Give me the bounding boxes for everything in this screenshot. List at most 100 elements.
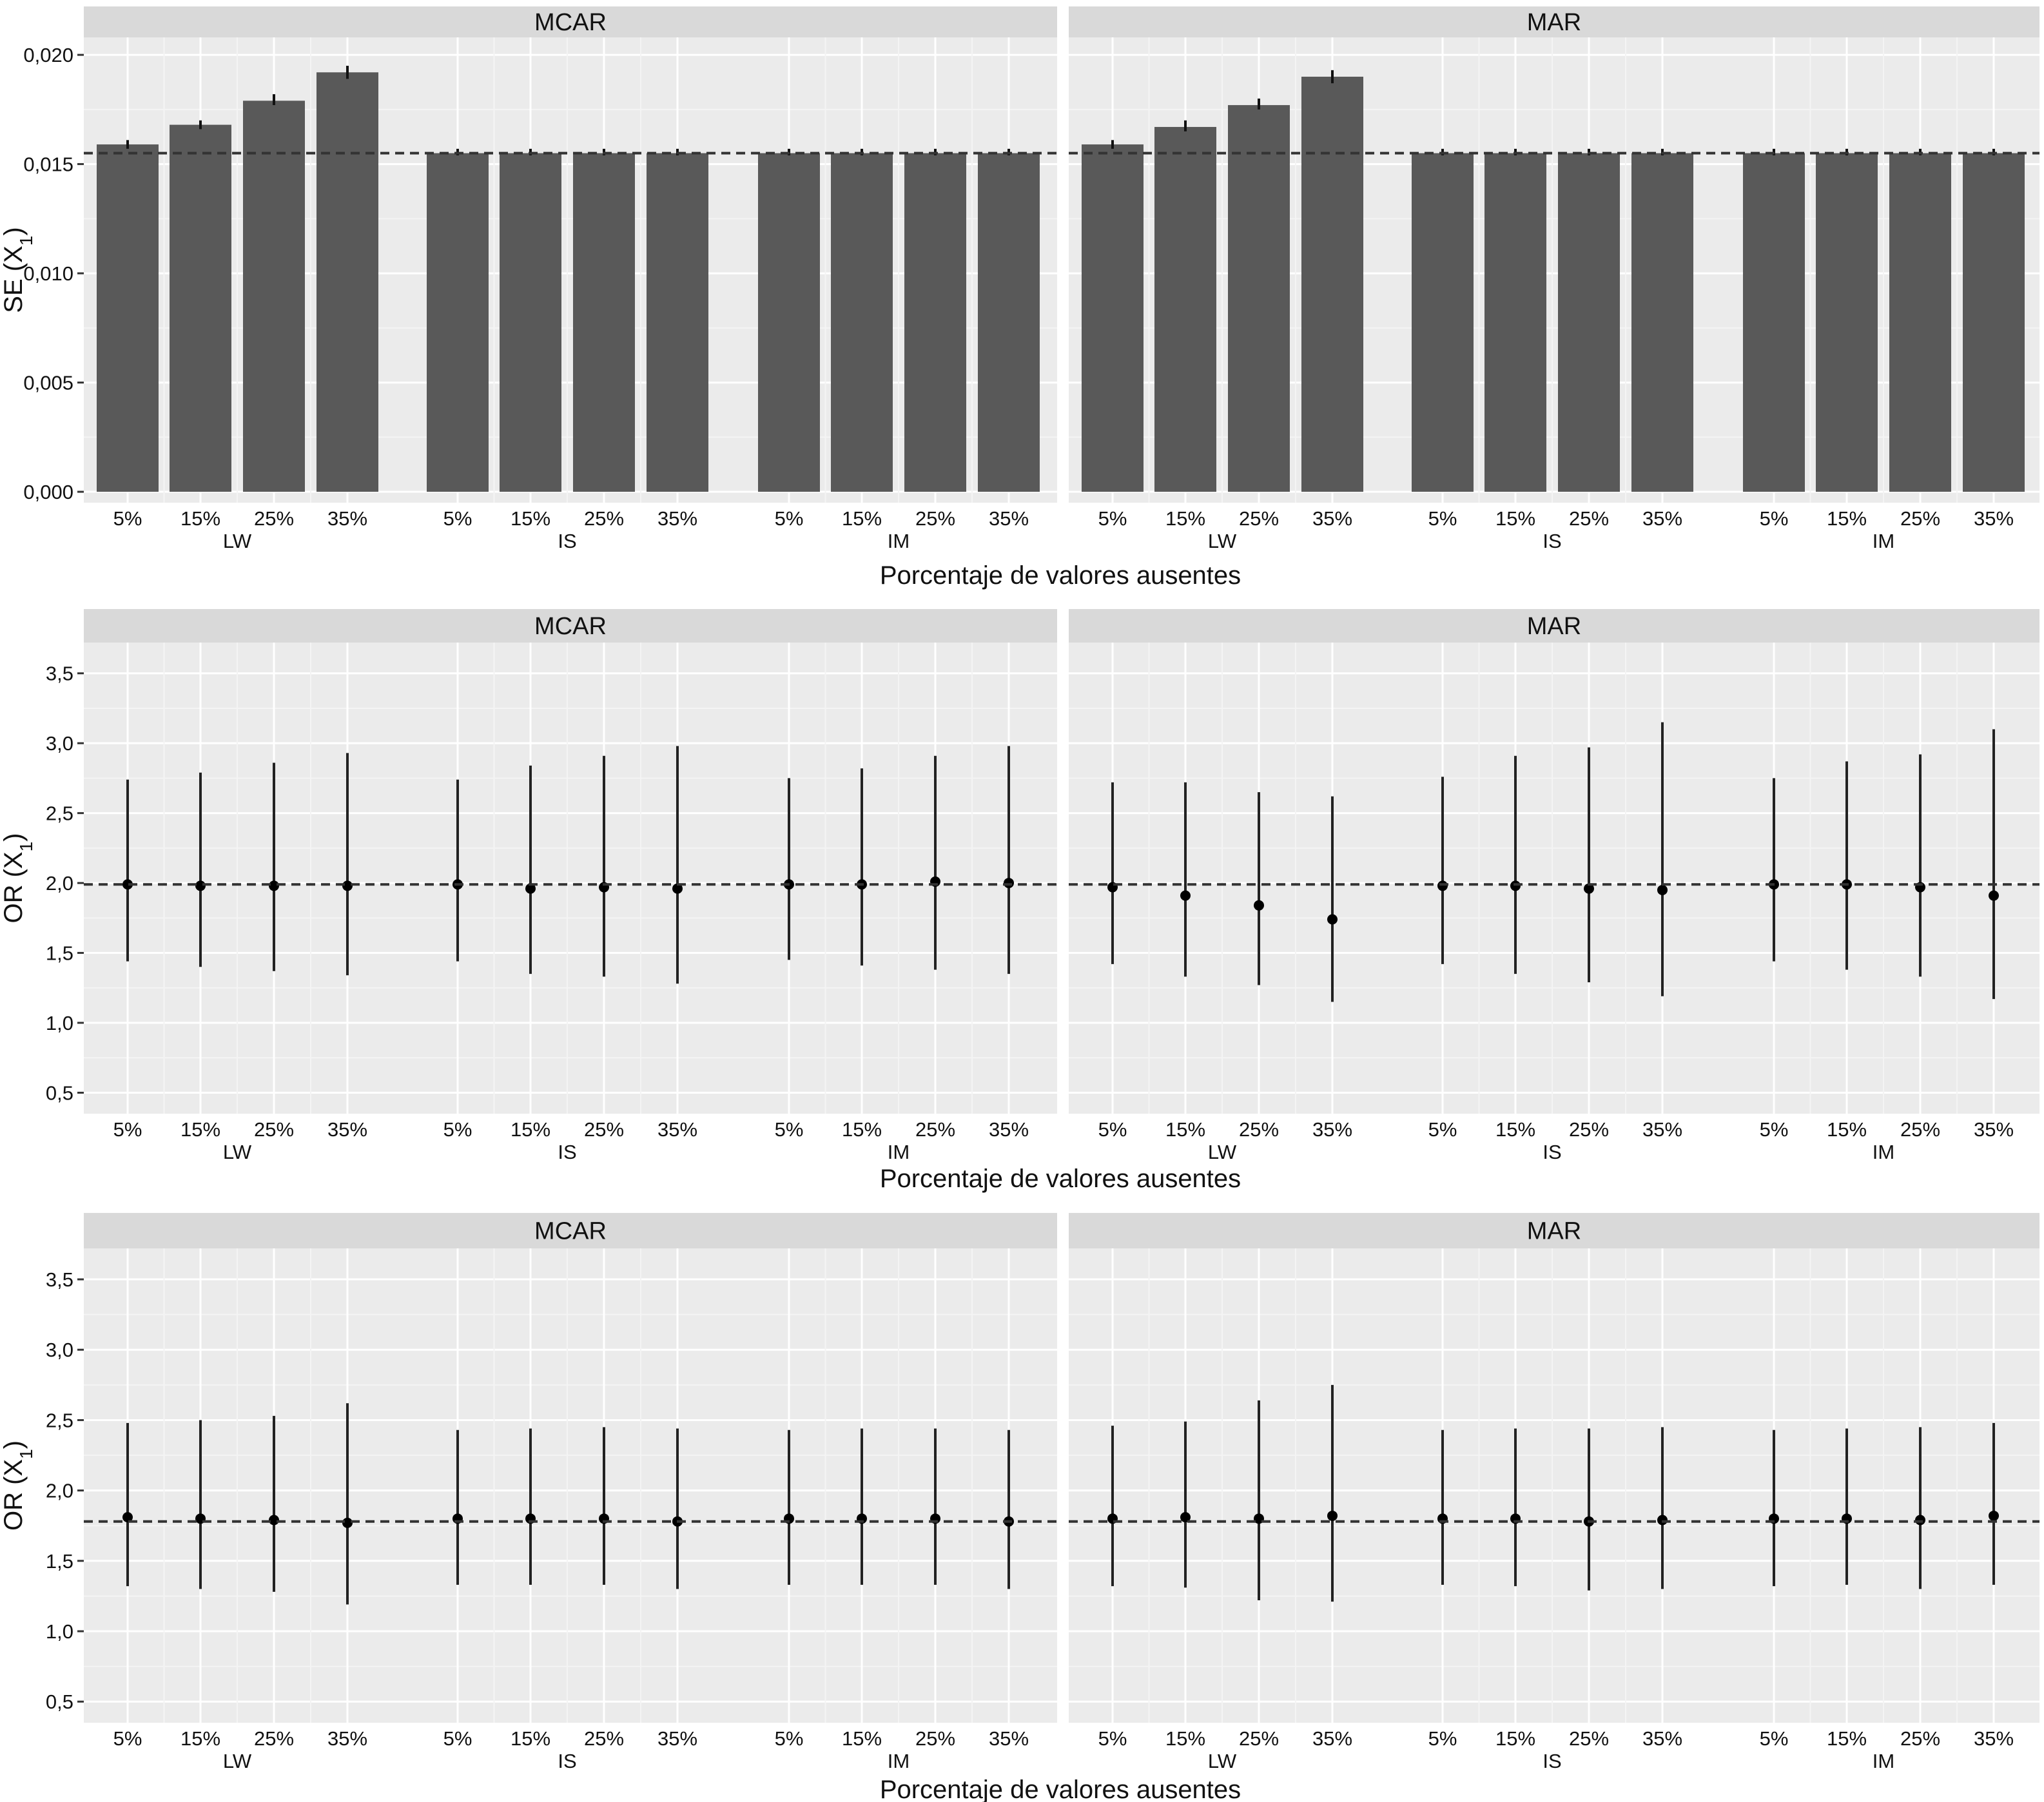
x-tick-label: 5% [1098, 1118, 1127, 1141]
x-tick-label: 5% [1760, 1118, 1789, 1141]
x-tick-label: 35% [1642, 1118, 1682, 1141]
method-label: IS [1543, 1750, 1561, 1772]
y-axis-title-close: ) [0, 833, 28, 841]
y-axis-title: OR (X1) [0, 833, 36, 923]
bar [1963, 153, 2025, 492]
method-label: LW [1208, 1141, 1237, 1163]
x-tick-label: 5% [1428, 1727, 1457, 1750]
panel-0-1: MAR 5% 15% 25% 35% LW 5% 15% 25% 35% IS 5% 15% 25% 35%… [1069, 6, 2039, 552]
x-tick-label: 5% [775, 1118, 804, 1141]
bar [500, 153, 561, 492]
bar [316, 72, 378, 492]
point-estimate [1657, 884, 1668, 895]
point-estimate [342, 1517, 353, 1528]
x-tick-label: 25% [254, 1727, 294, 1750]
panel-strip [1069, 1213, 2039, 1248]
y-tick-label: 0,010 [23, 262, 73, 285]
x-tick-label: 15% [842, 1727, 882, 1750]
point-estimate [1989, 1510, 1999, 1521]
y-tick-label: 0,005 [23, 372, 73, 394]
x-tick-label: 25% [1569, 507, 1609, 530]
y-tick-label: 1,0 [46, 1012, 73, 1034]
point-estimate [269, 1515, 279, 1526]
bar [904, 153, 966, 492]
x-tick-label: 25% [1569, 1118, 1609, 1141]
method-label: IM [1873, 1750, 1894, 1772]
panel-2-0: MCAR 5% 15% 25% 35% LW 5% 15% 25% 35% IS 5% 15% 25% 35… [84, 1213, 1057, 1772]
y-tick-label: 0,000 [23, 481, 73, 503]
x-tick-label: 25% [915, 1727, 955, 1750]
x-tick-label: 5% [1760, 507, 1789, 530]
x-axis-title: Porcentaje de valores ausentes [880, 1165, 1241, 1193]
x-tick-label: 35% [327, 1727, 367, 1750]
plot-background [84, 643, 1057, 1114]
x-tick-label: 25% [1239, 1727, 1279, 1750]
panel-2-1: MAR 5% 15% 25% 35% LW 5% 15% 25% 35% IS 5% 15% 25% 35%… [1069, 1213, 2039, 1772]
method-label: IM [888, 1141, 910, 1163]
x-tick-label: 35% [1642, 1727, 1682, 1750]
x-tick-label: 35% [989, 1727, 1029, 1750]
y-axis-title-subscript: 1 [16, 842, 36, 852]
y-tick-label: 1,5 [46, 1550, 73, 1573]
method-label: LW [1208, 530, 1237, 552]
point-estimate [1327, 1510, 1338, 1521]
x-tick-label: 35% [1642, 507, 1682, 530]
x-tick-label: 35% [657, 1118, 697, 1141]
x-tick-label: 15% [842, 1118, 882, 1141]
y-tick-label: 2,0 [46, 1480, 73, 1502]
x-tick-label: 35% [989, 507, 1029, 530]
x-tick-label: 35% [1974, 1118, 2014, 1141]
x-tick-label: 5% [1098, 507, 1127, 530]
plot-background [1069, 1248, 2039, 1723]
bar [1889, 153, 1951, 492]
strip-label: MCAR [534, 613, 607, 640]
point-estimate [269, 880, 279, 891]
y-axis-title-main: OR (X [0, 1459, 28, 1531]
x-tick-label: 15% [180, 1118, 220, 1141]
y-tick-label: 2,0 [46, 872, 73, 895]
x-tick-label: 15% [1495, 1118, 1535, 1141]
method-label: IM [888, 530, 910, 552]
bar [1743, 153, 1805, 492]
bar [1412, 153, 1474, 492]
point-estimate [122, 879, 133, 890]
x-tick-label: 15% [1495, 1727, 1535, 1750]
x-tick-label: 15% [180, 507, 220, 530]
bar [647, 153, 708, 492]
panel-strip [84, 609, 1057, 643]
bar [573, 153, 635, 492]
point-estimate [1004, 878, 1014, 889]
panel-strip [84, 6, 1057, 37]
x-tick-label: 5% [775, 507, 804, 530]
x-tick-label: 35% [657, 507, 697, 530]
strip-label: MCAR [534, 9, 607, 36]
x-tick-label: 25% [1900, 1727, 1940, 1750]
x-tick-label: 35% [1974, 1727, 2014, 1750]
x-tick-label: 25% [254, 1118, 294, 1141]
x-axis-title: Porcentaje de valores ausentes [880, 1776, 1241, 1802]
point-estimate [122, 1512, 133, 1523]
strip-label: MCAR [534, 1218, 607, 1245]
panel-1-0: MCAR 5% 15% 25% 35% LW 5% 15% 25% 35% IS 5% 15% 25% 35… [84, 609, 1057, 1163]
x-tick-label: 25% [584, 507, 624, 530]
point-estimate [1180, 890, 1191, 901]
x-tick-label: 25% [915, 1118, 955, 1141]
plot-background [1069, 643, 2039, 1114]
x-tick-label: 15% [511, 1727, 550, 1750]
y-tick-label: 0,5 [46, 1081, 73, 1104]
method-label: IS [558, 1141, 576, 1163]
y-tick-label: 3,5 [46, 663, 73, 685]
point-estimate [1180, 1512, 1191, 1523]
method-label: LW [223, 1141, 252, 1163]
x-tick-label: 5% [443, 1118, 472, 1141]
point-estimate [1657, 1515, 1668, 1526]
bar [170, 124, 231, 492]
bar [1154, 126, 1216, 492]
x-tick-label: 25% [254, 507, 294, 530]
bar [1816, 153, 1878, 492]
x-tick-label: 5% [1098, 1727, 1127, 1750]
y-axis-title-close: ) [0, 227, 28, 235]
y-tick-label: 3,0 [46, 732, 73, 755]
y-tick-label: 1,0 [46, 1620, 73, 1643]
